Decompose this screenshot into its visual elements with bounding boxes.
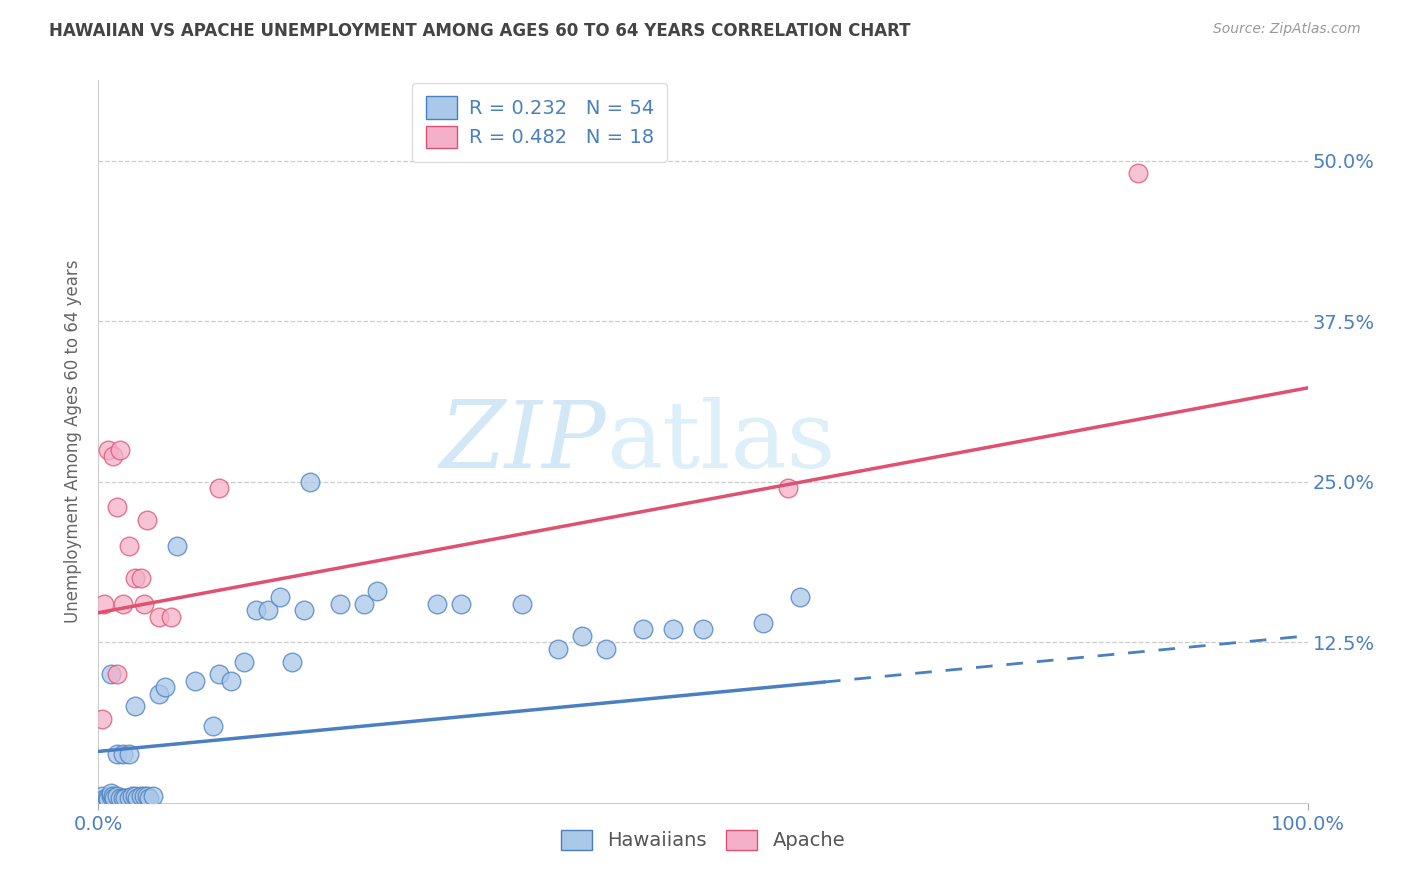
Point (208, 481, 231, 495)
Point (292, 603, 315, 617)
Point (631, 623, 654, 637)
Point (571, 629, 593, 643)
Point (166, 539, 188, 553)
Point (108, 442, 131, 457)
Point (111, 747, 134, 761)
Point (752, 615, 775, 630)
Point (510, 597, 533, 611)
Point (366, 583, 388, 598)
Point (111, 790, 134, 805)
Text: Source: ZipAtlas.com: Source: ZipAtlas.com (1213, 22, 1361, 37)
Point (232, 655, 254, 669)
Point (426, 597, 449, 611)
Point (105, 500, 128, 515)
Point (661, 623, 683, 637)
Point (118, 747, 141, 761)
Point (105, 789, 128, 804)
Point (100, 785, 122, 799)
Point (138, 790, 160, 805)
Point (160, 609, 183, 624)
Text: ZIP: ZIP (440, 397, 606, 486)
Point (124, 789, 146, 804)
Point (202, 719, 225, 733)
Point (93, 792, 115, 806)
Point (208, 667, 231, 681)
Point (134, 789, 156, 804)
Point (101, 789, 124, 804)
Point (1128, 166, 1150, 180)
Point (184, 673, 207, 688)
Point (153, 680, 176, 694)
Point (547, 641, 569, 656)
Point (108, 790, 131, 805)
Legend: Hawaiians, Apache: Hawaiians, Apache (553, 822, 853, 858)
Point (789, 591, 811, 605)
Point (353, 597, 375, 611)
Point (450, 597, 472, 611)
Point (97, 792, 120, 806)
Point (221, 673, 243, 688)
Point (245, 603, 267, 617)
Point (101, 449, 124, 463)
Point (111, 597, 134, 611)
Point (692, 623, 714, 637)
Point (124, 571, 146, 585)
Point (135, 513, 157, 527)
Point (129, 789, 152, 804)
Point (124, 699, 146, 714)
Point (595, 641, 617, 656)
Point (269, 591, 291, 605)
Text: HAWAIIAN VS APACHE UNEMPLOYMENT AMONG AGES 60 TO 64 YEARS CORRELATION CHART: HAWAIIAN VS APACHE UNEMPLOYMENT AMONG AG… (49, 22, 911, 40)
Point (148, 609, 170, 624)
Point (129, 571, 152, 585)
Point (135, 789, 157, 804)
Point (103, 790, 125, 805)
Point (97, 442, 120, 457)
Point (100, 667, 122, 681)
Point (148, 687, 170, 701)
Point (299, 475, 322, 489)
Y-axis label: Unemployment Among Ages 60 to 64 years: Unemployment Among Ages 60 to 64 years (65, 260, 83, 624)
Point (329, 597, 352, 611)
Point (118, 790, 141, 805)
Point (91, 712, 114, 726)
Point (100, 789, 122, 804)
Point (121, 789, 143, 804)
Point (776, 481, 799, 495)
Point (281, 655, 304, 669)
Point (93, 597, 115, 611)
Point (91, 789, 114, 804)
Point (118, 539, 141, 553)
Point (142, 789, 165, 804)
Point (105, 667, 128, 681)
Point (256, 603, 278, 617)
Point (127, 790, 149, 805)
Text: atlas: atlas (606, 397, 835, 486)
Point (114, 790, 136, 805)
Point (105, 747, 128, 761)
Point (134, 597, 156, 611)
Point (96, 790, 118, 805)
